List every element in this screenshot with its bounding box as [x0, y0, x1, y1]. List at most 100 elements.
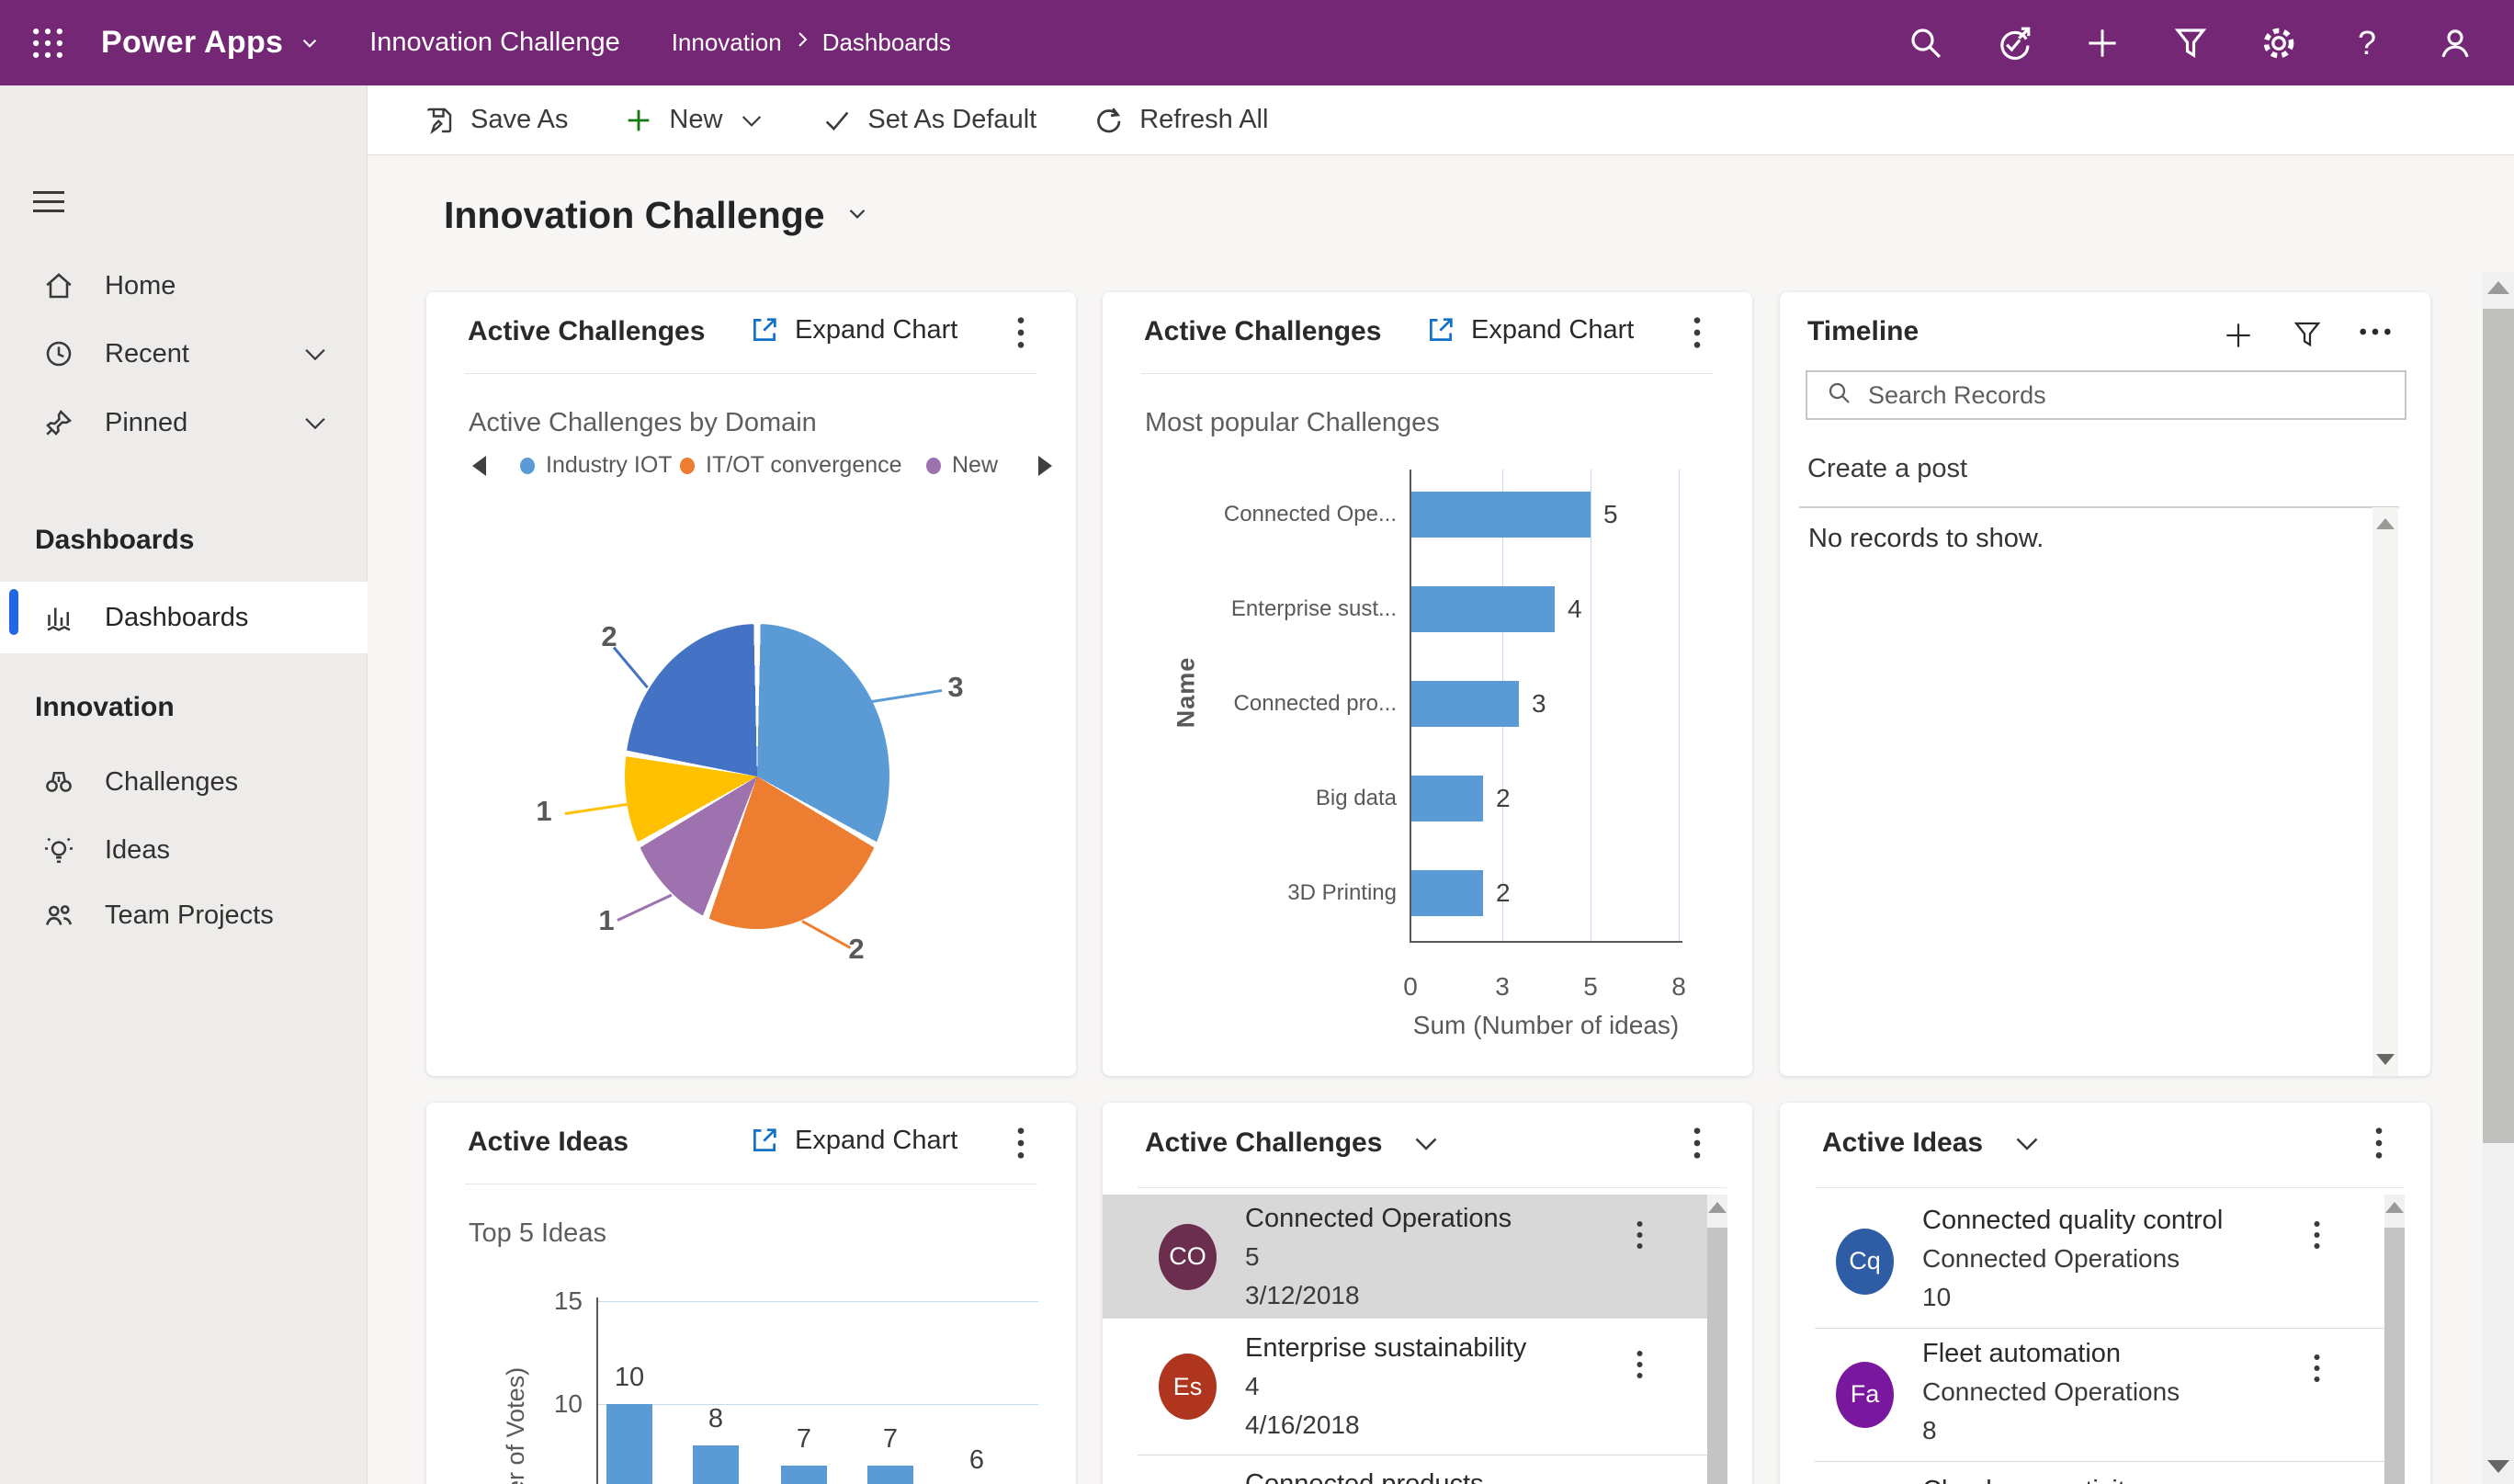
record-title[interactable]: Enterprise sustainability	[1245, 1333, 1527, 1363]
legend-dot	[680, 457, 695, 474]
chevron-down-icon[interactable]	[300, 338, 331, 369]
chevron-down-icon[interactable]	[300, 407, 331, 438]
list-item-cloud-connectivity[interactable]: Cloud connectivity	[1780, 1468, 2384, 1484]
record-title[interactable]: Cloud connectivity	[1922, 1476, 2138, 1484]
breadcrumb-item-innovation[interactable]: Innovation	[671, 28, 782, 56]
legend-item[interactable]: New	[926, 452, 998, 479]
row-more-kebab-icon[interactable]	[1636, 1218, 1644, 1256]
list-item-connected-quality-control[interactable]: Cq Connected quality control Connected O…	[1780, 1195, 2384, 1328]
divider	[1815, 1461, 2384, 1462]
hamburger-menu-icon[interactable]	[33, 185, 70, 214]
record-title[interactable]: Connected products	[1245, 1469, 1484, 1484]
expand-chart-button[interactable]: Expand Chart	[1425, 314, 1634, 346]
bar[interactable]	[1411, 492, 1591, 538]
legend-prev-icon[interactable]	[472, 456, 486, 476]
row-more-kebab-icon[interactable]	[2313, 1352, 2321, 1389]
sidebar-item-ideas[interactable]: Ideas	[0, 820, 368, 880]
scroll-down-icon[interactable]	[2487, 1460, 2509, 1473]
chevron-down-icon[interactable]	[737, 106, 766, 135]
expand-chart-button[interactable]: Expand Chart	[749, 1125, 957, 1156]
record-title[interactable]: Connected Operations	[1245, 1204, 1512, 1233]
list-item-connected-products[interactable]: Connected products	[1103, 1462, 1707, 1484]
list-scrollbar[interactable]	[1707, 1195, 1727, 1484]
category-label: Connected pro...	[1233, 691, 1397, 716]
timeline-filter-icon[interactable]	[2291, 318, 2324, 351]
set-as-default-button[interactable]: Set As Default	[794, 93, 1064, 148]
column-bar[interactable]	[867, 1466, 913, 1484]
scroll-up-icon[interactable]	[2385, 1202, 2404, 1213]
card-timeline: Timeline Create a post No records to sho…	[1780, 292, 2430, 1076]
x-tick: 0	[1403, 972, 1418, 1001]
list-item-fleet-automation[interactable]: Fa Fleet automation Connected Operations…	[1780, 1328, 2384, 1461]
sidebar-item-team-projects[interactable]: Team Projects	[0, 885, 368, 946]
y-tick: 10	[553, 1389, 583, 1418]
record-subtitle: Connected Operations	[1922, 1244, 2180, 1273]
page-scrollbar-thumb[interactable]	[2483, 309, 2514, 1143]
scrollbar-thumb[interactable]	[2384, 1228, 2405, 1484]
scrollbar-thumb[interactable]	[1707, 1228, 1727, 1484]
create-post-label[interactable]: Create a post	[1807, 454, 1968, 483]
save-as-button[interactable]: Save As	[395, 93, 595, 148]
refresh-all-button[interactable]: Refresh All	[1064, 93, 1296, 148]
legend-item[interactable]: IT/OT convergence	[680, 452, 902, 479]
row-more-kebab-icon[interactable]	[1636, 1348, 1644, 1386]
sidebar-item-dashboards[interactable]: Dashboards	[0, 582, 368, 653]
timeline-add-icon[interactable]	[2221, 318, 2256, 353]
timeline-scrollbar[interactable]	[2372, 507, 2398, 1076]
solution-name[interactable]: Innovation Challenge	[369, 28, 620, 57]
bar[interactable]	[1411, 870, 1483, 916]
app-name[interactable]: Power Apps	[101, 25, 284, 60]
settings-gear-icon[interactable]	[2249, 14, 2308, 73]
page-scrollbar[interactable]	[2483, 272, 2514, 1484]
bar[interactable]	[1411, 586, 1555, 632]
search-icon[interactable]	[1897, 14, 1955, 73]
sidebar: Home Recent Pinned Dashboards	[0, 85, 368, 1484]
list-scrollbar[interactable]	[2384, 1195, 2405, 1484]
row-more-kebab-icon[interactable]	[2313, 1218, 2321, 1256]
more-options-kebab-icon[interactable]	[1005, 1125, 1036, 1161]
x-tick: 5	[1583, 972, 1598, 1001]
timeline-more-icon[interactable]	[2357, 327, 2394, 336]
list-item-connected-operations[interactable]: CO Connected Operations 5 3/12/2018	[1103, 1195, 1707, 1319]
bar[interactable]	[1411, 681, 1519, 727]
record-title[interactable]: Connected quality control	[1922, 1206, 2224, 1235]
more-options-kebab-icon[interactable]	[2363, 1125, 2395, 1161]
bar[interactable]	[1411, 776, 1483, 821]
help-icon[interactable]: ?	[2357, 23, 2377, 62]
sidebar-item-pinned[interactable]: Pinned	[0, 392, 368, 453]
account-person-icon[interactable]	[2426, 14, 2485, 73]
more-options-kebab-icon[interactable]	[1682, 314, 1713, 351]
legend-next-icon[interactable]	[1038, 456, 1052, 476]
add-icon[interactable]	[2073, 14, 2132, 73]
expand-chart-button[interactable]: Expand Chart	[749, 314, 957, 346]
sidebar-item-recent[interactable]: Recent	[0, 323, 368, 384]
scroll-up-icon[interactable]	[2487, 281, 2509, 294]
page-title-chevron-down-icon[interactable]	[844, 199, 871, 232]
scroll-down-icon[interactable]	[2376, 1054, 2395, 1065]
view-selector-chevron-down-icon[interactable]	[2010, 1127, 2044, 1160]
list-item-enterprise-sustainability[interactable]: Es Enterprise sustainability 4 4/16/2018	[1103, 1319, 1707, 1455]
record-title[interactable]: Fleet automation	[1922, 1339, 2122, 1368]
scroll-up-icon[interactable]	[1708, 1202, 1727, 1213]
more-options-kebab-icon[interactable]	[1005, 314, 1036, 351]
column-bar[interactable]	[781, 1466, 827, 1484]
pie-chart[interactable]	[625, 624, 889, 929]
column-bar[interactable]	[606, 1404, 652, 1484]
sidebar-item-challenges[interactable]: Challenges	[0, 752, 368, 812]
promoted-check-icon[interactable]	[1985, 14, 2044, 73]
sidebar-item-home[interactable]: Home	[0, 255, 368, 316]
waffle-menu-icon[interactable]	[20, 16, 75, 71]
view-selector-chevron-down-icon[interactable]	[1410, 1127, 1443, 1160]
breadcrumb-item-dashboards[interactable]: Dashboards	[821, 28, 951, 56]
record-subtitle: Connected Operations	[1922, 1377, 2180, 1406]
column-value-label: 6	[968, 1445, 985, 1475]
filter-icon[interactable]	[2161, 14, 2220, 73]
legend-item[interactable]: Industry IOT	[520, 452, 673, 479]
record-count: 4	[1245, 1372, 1260, 1400]
scroll-up-icon[interactable]	[2376, 518, 2395, 529]
new-button[interactable]: New	[595, 93, 794, 148]
more-options-kebab-icon[interactable]	[1682, 1125, 1713, 1161]
search-records-input[interactable]	[1868, 380, 2346, 410]
app-chevron-down-icon[interactable]	[298, 31, 322, 55]
column-bar[interactable]	[693, 1445, 739, 1484]
